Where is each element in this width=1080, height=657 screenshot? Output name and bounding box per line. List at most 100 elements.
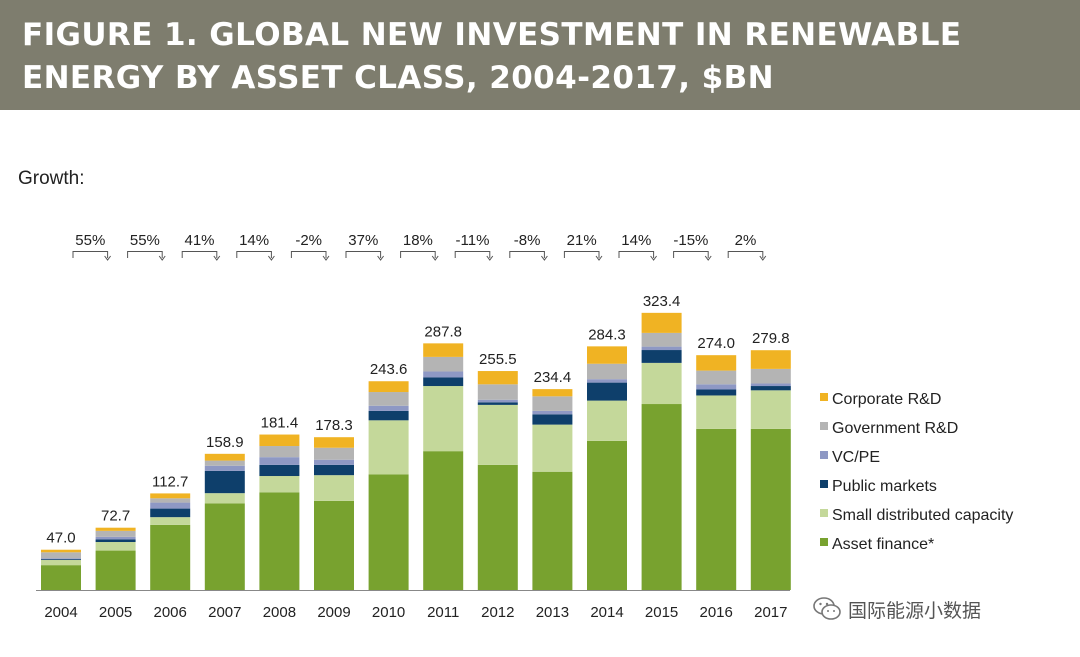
title-banner: FIGURE 1. GLOBAL NEW INVESTMENT IN RENEW…: [0, 0, 1080, 110]
bar-segment: [532, 471, 573, 590]
bar-total-label: 323.4: [643, 293, 681, 310]
legend-label: Small distributed capacity: [832, 507, 1013, 524]
legend-label: VC/PE: [832, 449, 880, 466]
chart-title: FIGURE 1. GLOBAL NEW INVESTMENT IN RENEW…: [22, 17, 962, 96]
bar-segment: [95, 536, 136, 540]
bar-segment: [204, 493, 245, 504]
bar-segment: [587, 379, 627, 383]
growth-arrowhead: [377, 255, 384, 261]
legend-swatch: [820, 509, 828, 517]
bar-total-label: 255.5: [479, 351, 517, 368]
growth-arrowhead: [268, 255, 275, 261]
bar-segment: [750, 383, 791, 387]
legend-swatch: [820, 393, 828, 401]
watermark-text: 国际能源小数据: [848, 599, 982, 622]
bar-segment: [368, 381, 409, 393]
bar-segment: [532, 424, 573, 472]
bar-segment: [477, 464, 518, 590]
growth-bracket: [563, 251, 600, 258]
growth-arrowhead: [486, 255, 494, 261]
wechat-icon: [813, 597, 841, 620]
growth-label: 14%: [239, 232, 269, 249]
bar-segment: [641, 332, 682, 347]
legend-label: Corporate R&D: [832, 391, 941, 408]
bar-segment: [95, 527, 136, 531]
bar-segment: [750, 386, 791, 391]
x-tick-label: 2004: [44, 604, 77, 621]
growth-bracket: [454, 251, 491, 258]
bar-total-label: 181.4: [261, 415, 299, 432]
growth-arrowhead: [104, 255, 111, 261]
bar-segment: [95, 539, 136, 543]
x-tick-label: 2011: [427, 604, 459, 621]
x-tick-label: 2017: [754, 604, 787, 621]
bar-total-label: 112.7: [152, 473, 188, 490]
bar-segment: [368, 410, 409, 421]
growth-label: 21%: [567, 232, 597, 249]
bar-segment: [259, 434, 300, 447]
bar-segment: [150, 517, 191, 525]
bar-total-label: 47.0: [46, 530, 75, 547]
legend-swatch: [820, 538, 828, 546]
bar-segment: [314, 475, 354, 501]
x-tick-label: 2008: [263, 604, 296, 621]
growth-bracket: [345, 251, 382, 258]
bar-segment: [41, 559, 81, 561]
growth-label: 14%: [621, 232, 651, 249]
bar-segment: [477, 384, 518, 400]
bar-segment: [314, 447, 354, 460]
bar-segment: [41, 558, 81, 560]
bar-segment: [150, 502, 191, 509]
growth-arrowhead: [650, 255, 657, 261]
bar-segment: [423, 377, 464, 387]
growth-label: -11%: [456, 232, 490, 249]
bar-segment: [368, 392, 409, 406]
bar-total-label: 234.4: [534, 369, 572, 386]
bar-total-label: 178.3: [315, 417, 353, 434]
growth-label: -2%: [295, 232, 322, 249]
bar-total-label: 287.8: [424, 323, 462, 340]
bar-total-label: 279.8: [752, 330, 790, 347]
bar-segment: [641, 346, 682, 351]
legend-swatch: [820, 451, 828, 459]
bar-segment: [587, 440, 627, 590]
bar-segment: [150, 498, 191, 503]
bar-segment: [423, 386, 464, 452]
legend-swatch: [820, 480, 828, 488]
bar-segment: [641, 404, 682, 590]
growth-bracket: [290, 251, 327, 258]
bar-segment: [259, 464, 300, 477]
growth-bracket: [509, 251, 545, 258]
bar-segment: [314, 437, 354, 448]
bar-segment: [696, 355, 737, 371]
bar-segment: [259, 457, 300, 465]
bar-segment: [259, 476, 300, 493]
bar-segment: [477, 402, 518, 405]
bar-segment: [587, 382, 627, 401]
bar-segment: [423, 451, 464, 590]
x-tick-label: 2005: [99, 604, 132, 621]
bar-segment: [641, 312, 682, 333]
bar-total-label: 284.3: [588, 326, 626, 343]
x-tick-label: 2014: [590, 604, 623, 621]
growth-label: 37%: [348, 232, 378, 249]
bar-total-label: 274.0: [697, 335, 735, 352]
growth-arrowhead: [541, 255, 548, 261]
bar-segment: [204, 460, 245, 466]
bar-segment: [368, 405, 409, 411]
bar-segment: [696, 428, 737, 590]
bar-segment: [587, 346, 627, 364]
bar-segment: [532, 389, 573, 397]
growth-label: 18%: [403, 232, 433, 249]
growth-arrowhead: [759, 255, 767, 261]
bar-segment: [150, 524, 191, 590]
bar-segment: [587, 400, 627, 441]
growth-arrowhead: [322, 255, 330, 261]
x-tick-label: 2016: [700, 604, 733, 621]
growth-bracket: [72, 251, 109, 258]
growth-label: 55%: [130, 232, 160, 249]
bar-segment: [95, 542, 136, 551]
growth-label: 2%: [735, 232, 757, 249]
x-tick-label: 2013: [536, 604, 569, 621]
bar-segment: [314, 464, 354, 476]
